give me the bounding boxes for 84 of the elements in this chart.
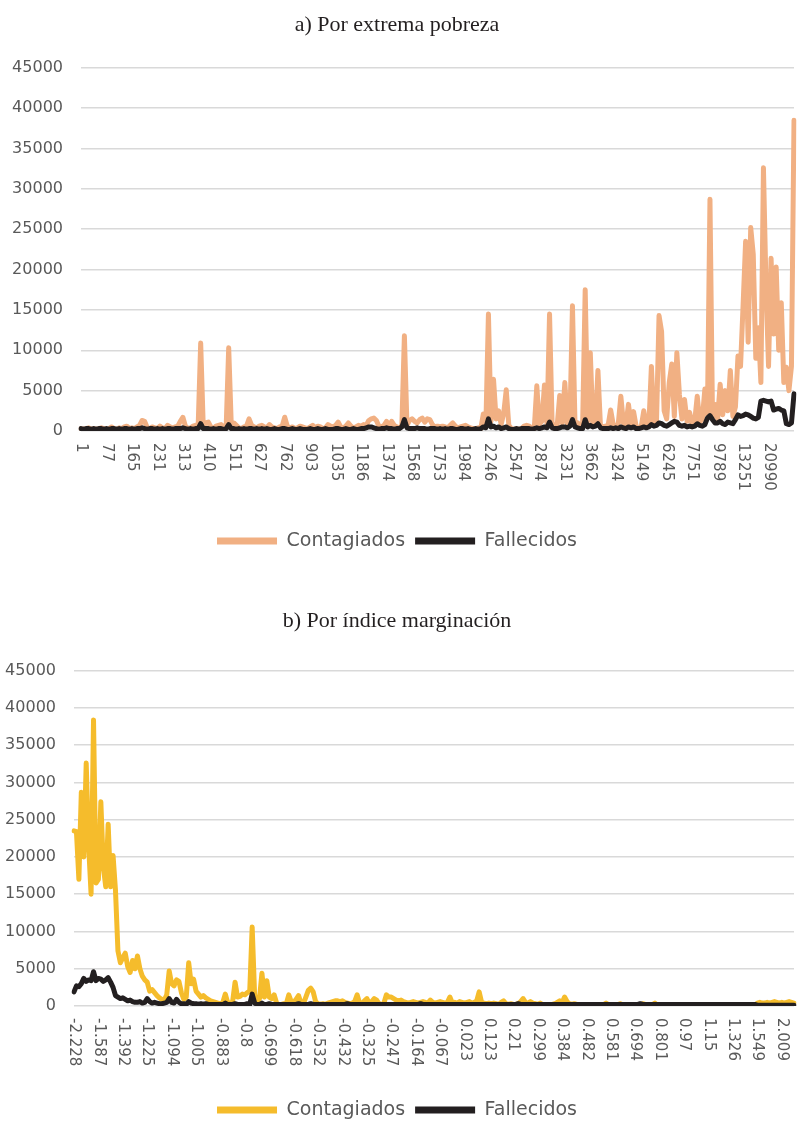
x-tick-label: 0.384 bbox=[554, 1018, 573, 1061]
y-tick-label: 0 bbox=[45, 995, 56, 1015]
y-tick-label: 35000 bbox=[5, 734, 56, 754]
x-tick-label: 9789 bbox=[709, 443, 728, 482]
y-tick-label: 20000 bbox=[12, 258, 63, 278]
x-tick-label: -0.247 bbox=[383, 1018, 402, 1067]
y-tick-label: 15000 bbox=[12, 299, 63, 319]
x-tick-label: -0.164 bbox=[407, 1018, 426, 1067]
x-tick-label: 0.123 bbox=[481, 1018, 500, 1061]
x-tick-label: 0.97 bbox=[676, 1018, 695, 1052]
y-tick-label: 0 bbox=[52, 420, 63, 440]
x-tick-label: 0.299 bbox=[529, 1018, 548, 1061]
y-tick-label: 40000 bbox=[12, 97, 63, 117]
x-tick-label: 903 bbox=[302, 443, 321, 472]
x-tick-label: 1.326 bbox=[725, 1018, 744, 1061]
x-tick-label: -0.883 bbox=[212, 1018, 231, 1067]
x-tick-label: 0.023 bbox=[456, 1018, 475, 1061]
x-tick-label: 1984 bbox=[455, 443, 474, 482]
y-tick-label: 45000 bbox=[5, 659, 56, 679]
x-tick-label: 5149 bbox=[633, 443, 652, 482]
y-tick-label: 45000 bbox=[12, 56, 63, 76]
x-tick-label: 77 bbox=[98, 443, 117, 463]
x-tick-label: 13251 bbox=[735, 443, 754, 491]
y-tick-label: 25000 bbox=[12, 218, 63, 238]
x-tick-label: 3231 bbox=[556, 443, 575, 482]
x-tick-label: 2874 bbox=[531, 443, 550, 482]
x-tick-label: 1568 bbox=[404, 443, 423, 482]
x-tick-label: -1.225 bbox=[139, 1018, 158, 1067]
x-tick-label: 313 bbox=[174, 443, 193, 472]
x-tick-label: -1.094 bbox=[163, 1018, 182, 1067]
x-tick-label: 410 bbox=[200, 443, 219, 472]
x-tick-label: 0.482 bbox=[578, 1018, 597, 1061]
y-tick-label: 15000 bbox=[5, 883, 56, 903]
x-tick-label: 0.694 bbox=[627, 1018, 646, 1061]
x-tick-label: -0.618 bbox=[285, 1018, 304, 1067]
y-tick-label: 25000 bbox=[5, 808, 56, 828]
x-tick-label: 20990 bbox=[760, 443, 779, 491]
y-tick-label: 5000 bbox=[22, 379, 63, 399]
x-tick-label: 762 bbox=[276, 443, 295, 472]
x-tick-label: 0.21 bbox=[505, 1018, 524, 1052]
x-tick-label: 627 bbox=[251, 443, 270, 472]
y-tick-label: 30000 bbox=[5, 771, 56, 791]
x-tick-label: -0.325 bbox=[358, 1018, 377, 1067]
y-tick-label: 35000 bbox=[12, 137, 63, 157]
x-tick-label: 4324 bbox=[607, 443, 626, 482]
legend-label: Contagiados bbox=[286, 527, 406, 550]
y-tick-label: 10000 bbox=[5, 920, 56, 940]
y-tick-label: 10000 bbox=[12, 339, 63, 359]
legend-label: Fallecidos bbox=[484, 1096, 577, 1119]
y-tick-label: 30000 bbox=[12, 177, 63, 197]
x-tick-label: 7751 bbox=[684, 443, 703, 482]
x-tick-label: -0.699 bbox=[261, 1018, 280, 1067]
x-tick-label: 6245 bbox=[658, 443, 677, 482]
chart-title: b) Por índice marginación bbox=[282, 606, 512, 632]
x-tick-label: 3662 bbox=[582, 443, 601, 482]
x-tick-label: 2246 bbox=[480, 443, 499, 482]
x-tick-label: -0.067 bbox=[432, 1018, 451, 1067]
y-tick-label: 5000 bbox=[15, 957, 56, 977]
x-tick-label: 2547 bbox=[506, 443, 524, 482]
x-tick-label: -0.532 bbox=[310, 1018, 329, 1067]
x-tick-label: 2.009 bbox=[773, 1018, 792, 1061]
x-tick-label: 1 bbox=[73, 443, 92, 453]
x-tick-label: 1753 bbox=[429, 443, 448, 482]
x-tick-label: 165 bbox=[124, 443, 143, 472]
x-tick-label: 0.581 bbox=[603, 1018, 622, 1061]
legend-label: Contagiados bbox=[286, 1096, 406, 1119]
x-tick-label: 231 bbox=[149, 443, 168, 472]
x-tick-label: -1.392 bbox=[114, 1018, 133, 1067]
y-tick-label: 40000 bbox=[5, 697, 56, 717]
legend-label: Fallecidos bbox=[484, 527, 577, 550]
x-tick-label: -1.005 bbox=[188, 1018, 207, 1067]
x-tick-label: 1.15 bbox=[700, 1018, 719, 1052]
y-tick-label: 20000 bbox=[5, 846, 56, 866]
x-tick-label: -2.228 bbox=[66, 1018, 85, 1067]
x-tick-label: 1374 bbox=[378, 443, 397, 482]
x-tick-label: -0.432 bbox=[334, 1018, 353, 1067]
x-tick-label: 511 bbox=[225, 443, 244, 472]
x-tick-label: 0.801 bbox=[651, 1018, 670, 1061]
x-tick-label: -0.8 bbox=[236, 1018, 255, 1048]
x-tick-label: 1186 bbox=[353, 443, 372, 482]
x-tick-label: 1035 bbox=[327, 443, 346, 482]
x-tick-label: 1.549 bbox=[749, 1018, 768, 1061]
chart-title: a) Por extrema pobreza bbox=[294, 10, 500, 36]
x-tick-label: -1.587 bbox=[90, 1018, 109, 1067]
